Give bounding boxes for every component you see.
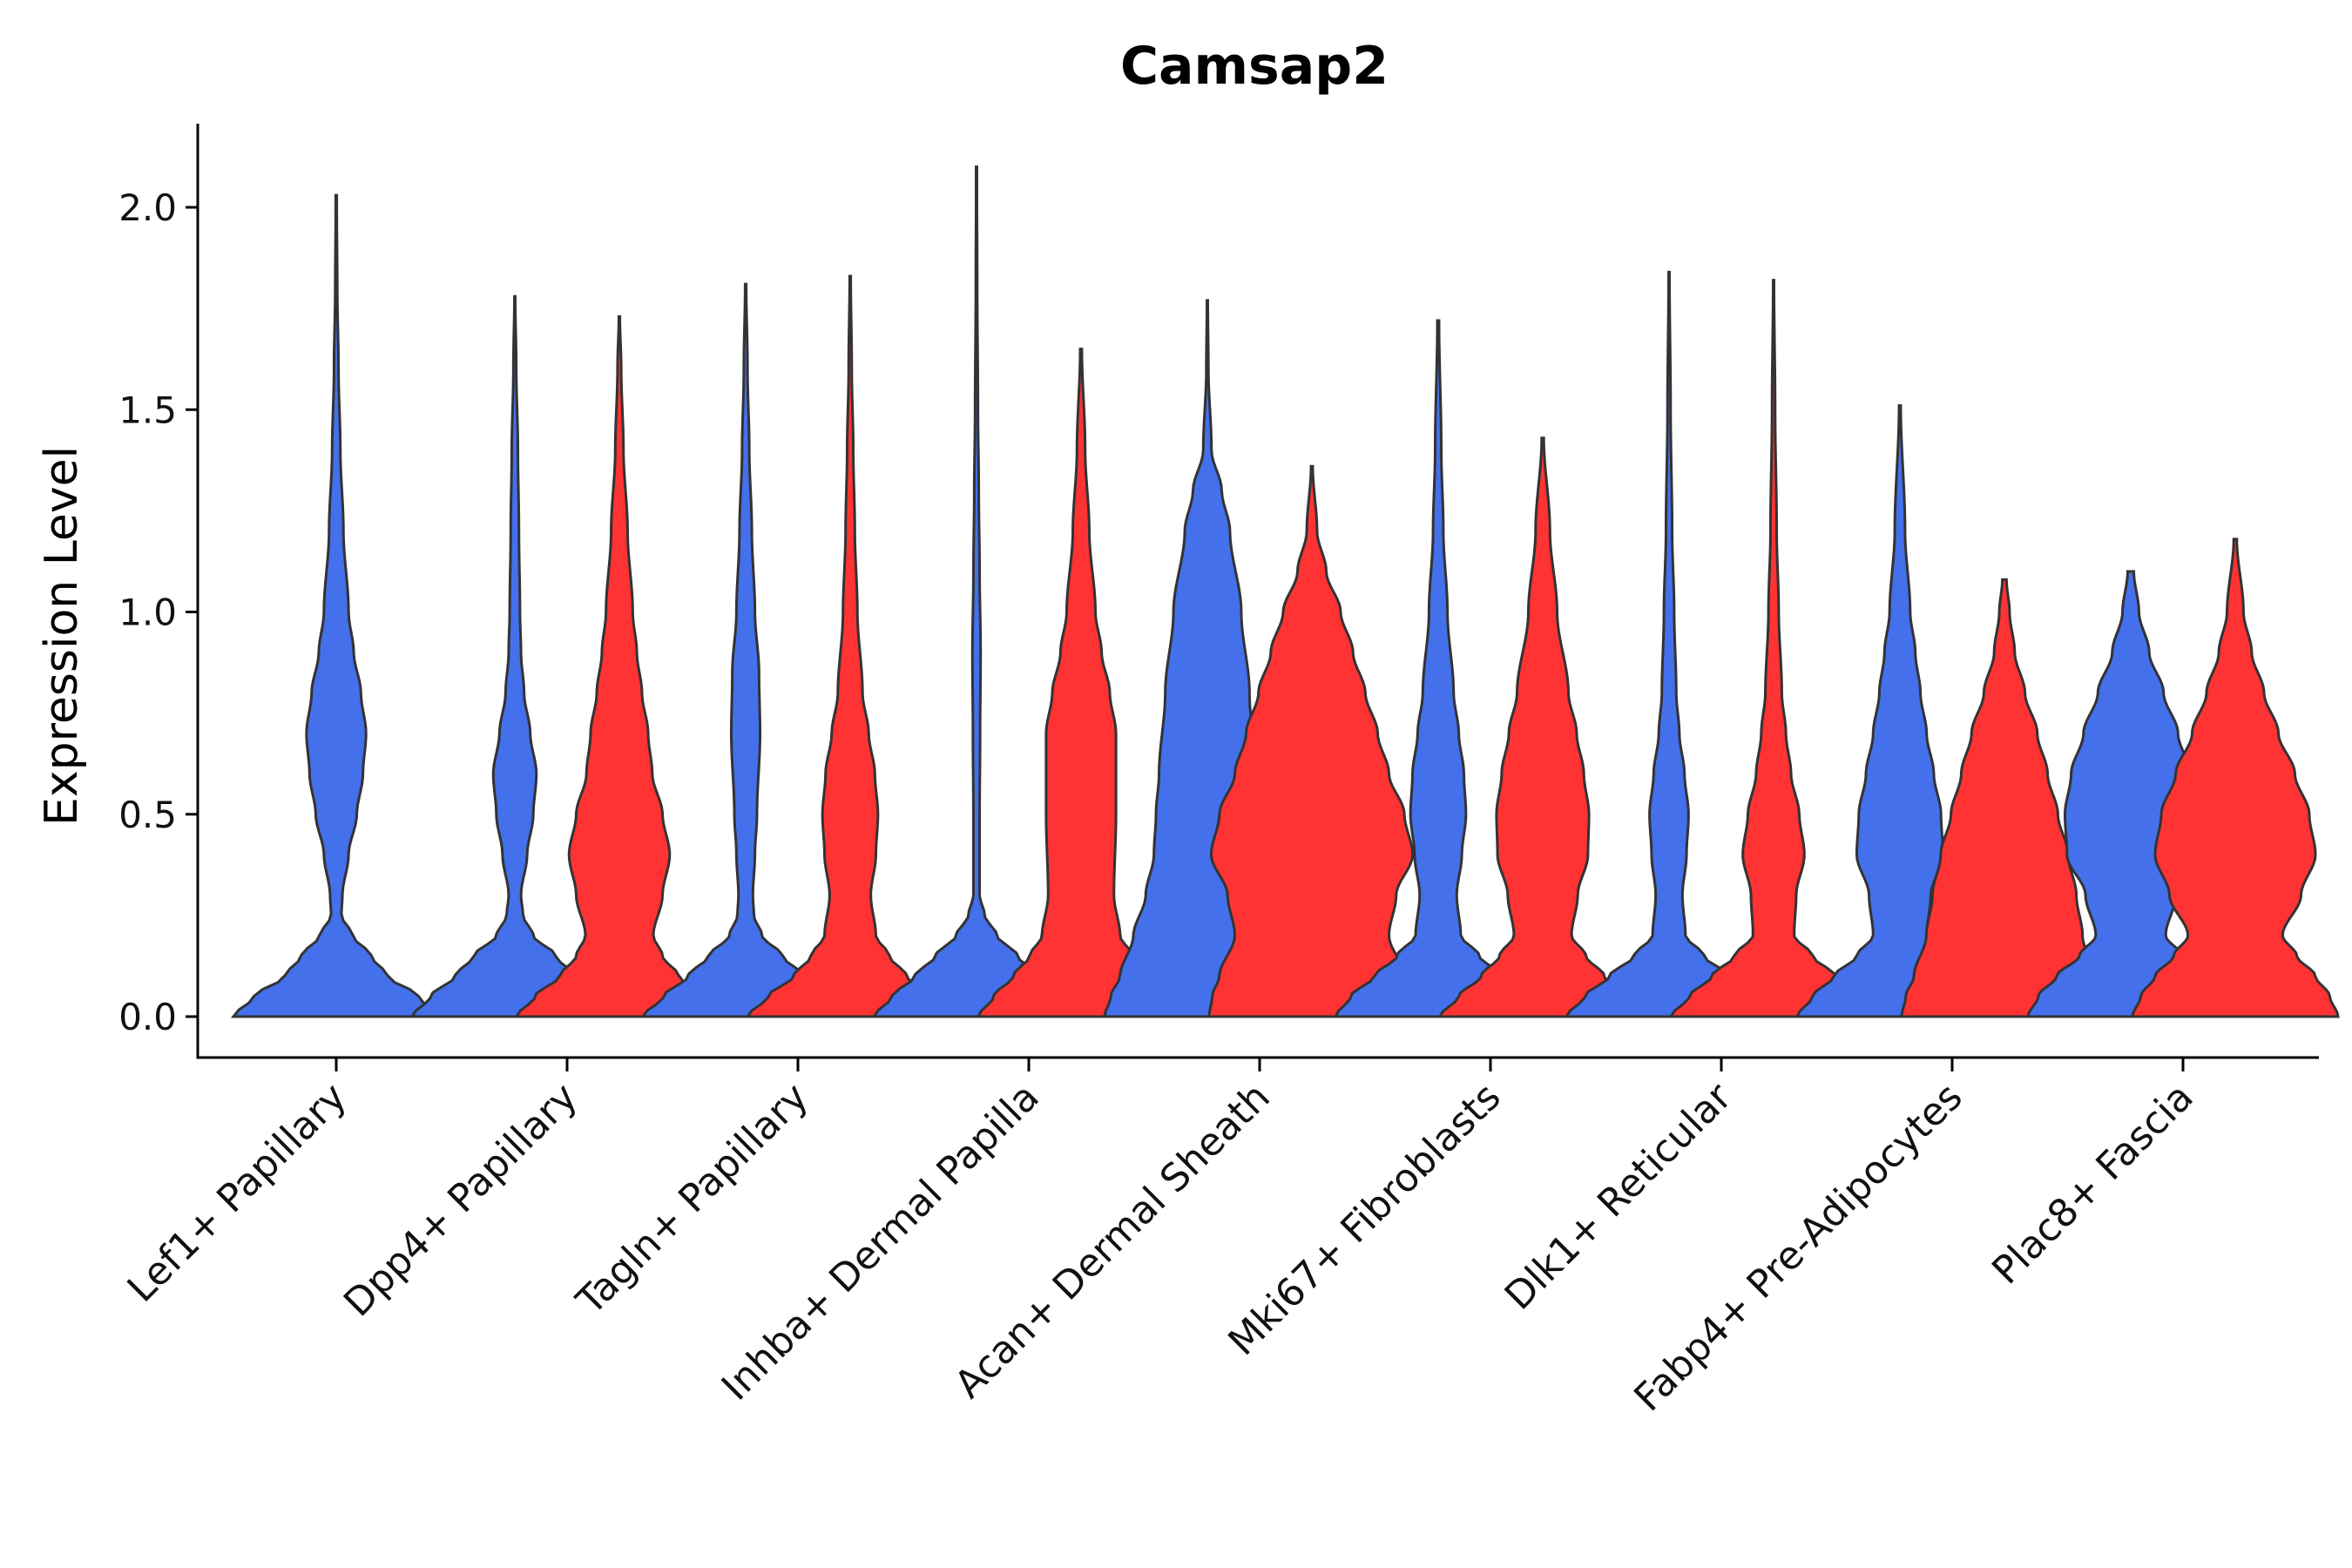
violins-layer bbox=[230, 166, 2340, 1018]
violin-tagln-papillary-red bbox=[745, 274, 956, 1018]
y-axis-label: Expression Level bbox=[36, 446, 88, 826]
violin-inhba-dermal-papilla-red bbox=[976, 348, 1186, 1018]
x-tick-label-0: Lef1+ Papillary bbox=[119, 1075, 355, 1311]
violin-inhba-dermal-papilla-blue bbox=[871, 166, 1082, 1018]
x-tick-label-8: Plac8+ Fascia bbox=[1984, 1075, 2202, 1294]
violin-dpp4-papillary-red bbox=[514, 314, 725, 1018]
violin-lef1-papillary-blue bbox=[230, 193, 443, 1018]
y-tick-label-2: 1.0 bbox=[118, 591, 177, 634]
y-tick-label-0: 0.0 bbox=[118, 996, 177, 1038]
y-tick-label-1: 0.5 bbox=[118, 794, 177, 836]
violin-dpp4-papillary-blue bbox=[409, 294, 620, 1018]
violin-tagln-papillary-blue bbox=[640, 282, 851, 1018]
y-tick-label-3: 1.5 bbox=[118, 389, 177, 431]
axes-layer bbox=[196, 124, 2319, 1059]
violin-plac8-fascia-red bbox=[2131, 537, 2340, 1018]
y-ticks-layer: 0.0 0.5 1.0 1.5 2.0 bbox=[118, 186, 198, 1038]
violin-acan-dermal-sheath-red bbox=[1207, 464, 1416, 1018]
violin-fabp4-pre-adipocytes-blue bbox=[1794, 404, 2005, 1018]
violin-fabp4-pre-adipocytes-red bbox=[1900, 578, 2109, 1018]
x-tick-label-2: Tagln+ Papillary bbox=[568, 1075, 817, 1324]
violin-dlk1-reticular-blue bbox=[1564, 270, 1774, 1018]
y-tick-label-4: 2.0 bbox=[118, 186, 177, 229]
x-tick-label-1: Dpp4+ Papillary bbox=[335, 1075, 586, 1326]
chart-title: Camsap2 bbox=[1120, 36, 1389, 97]
violin-dlk1-reticular-red bbox=[1668, 279, 1879, 1018]
violin-mki67-fibroblasts-red bbox=[1437, 436, 1648, 1018]
violin-mki67-fibroblasts-blue bbox=[1333, 319, 1544, 1018]
x-tick-label-6: Dlk1+ Reticular bbox=[1497, 1074, 1741, 1319]
